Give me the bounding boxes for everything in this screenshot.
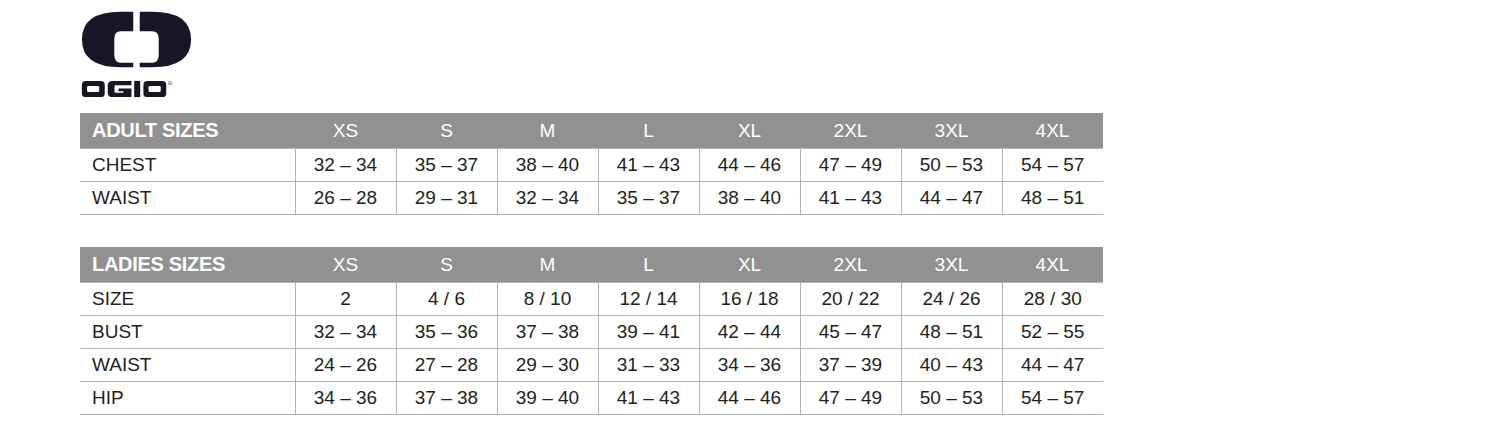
svg-text:R: R [169, 82, 171, 84]
